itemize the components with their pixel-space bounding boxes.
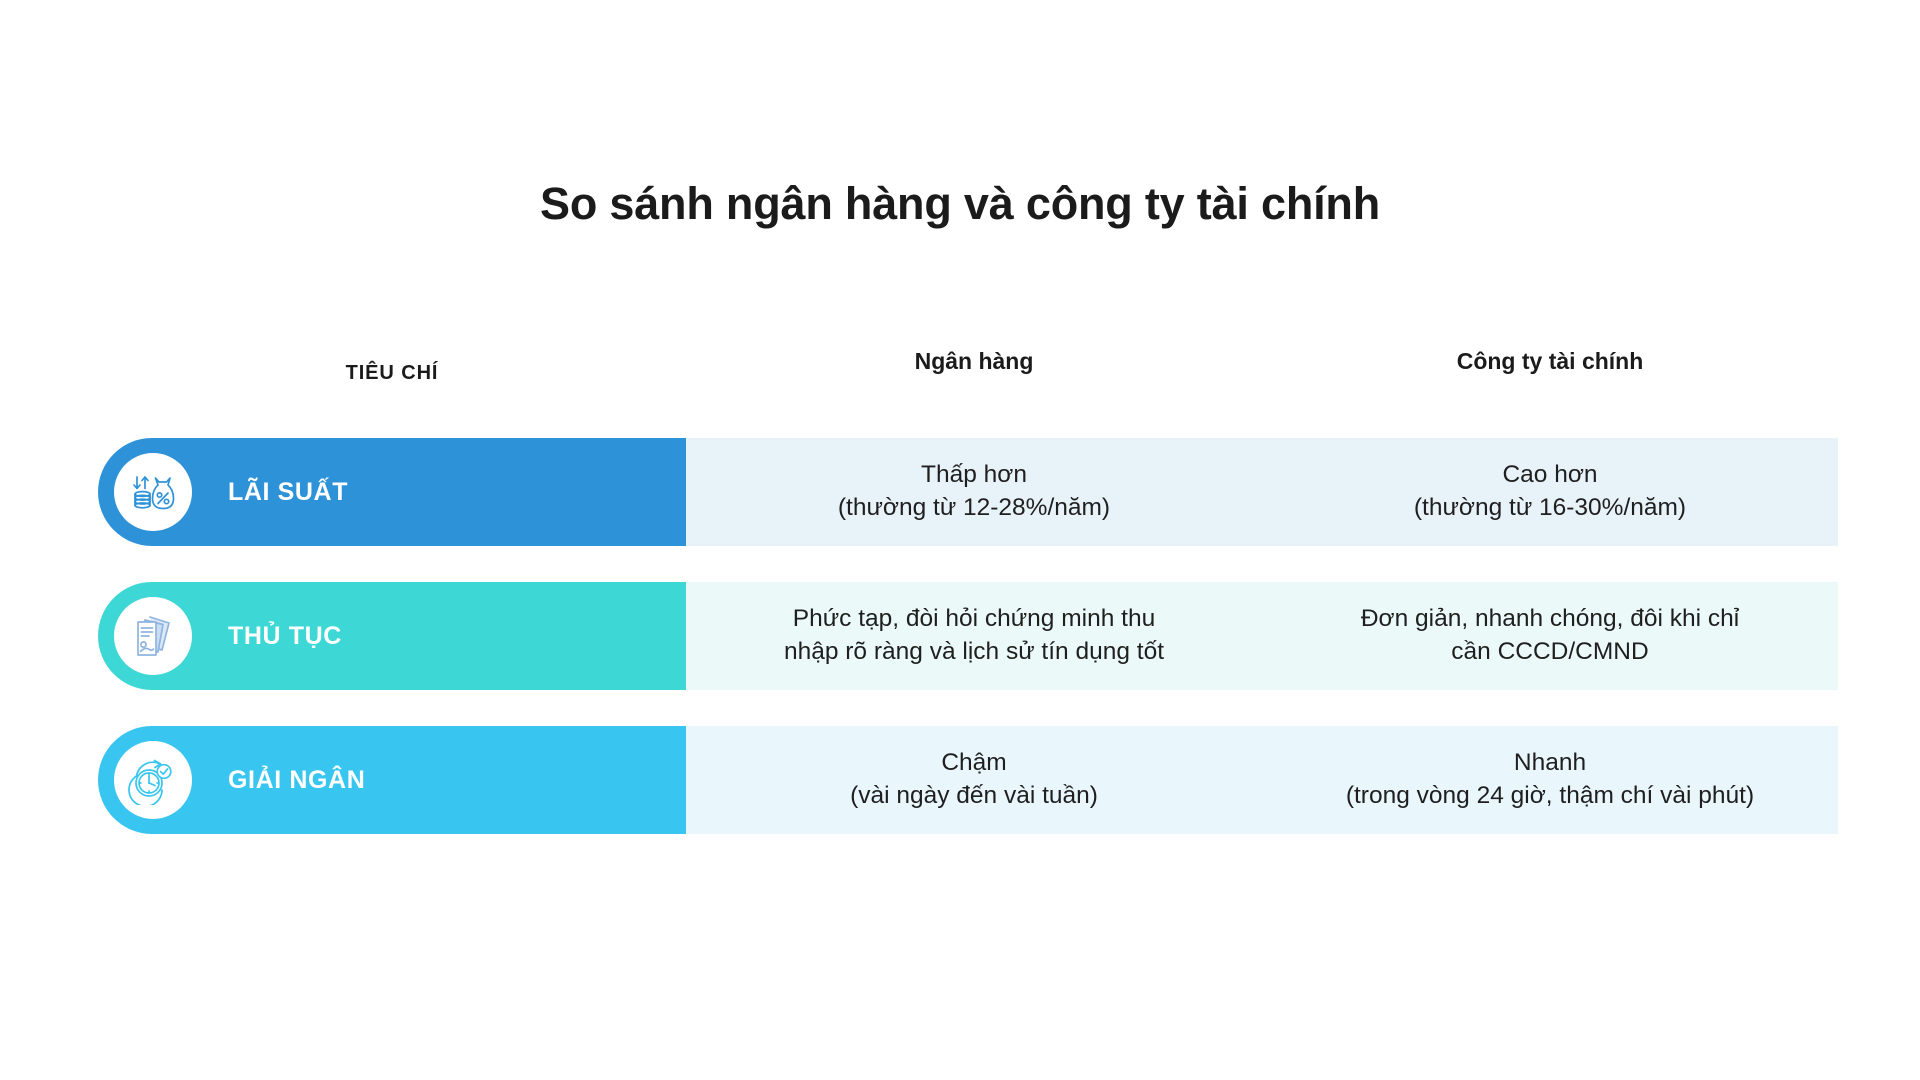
cell-line: nhập rõ ràng và lịch sử tín dụng tốt	[783, 638, 1165, 665]
table-row: THỦ TỤC Phức tạp, đòi hỏi chứng minh thu…	[98, 582, 1838, 690]
column-header-finance: Công ty tài chính	[1456, 348, 1644, 374]
table-header-row: TIÊU CHÍ Ngân hàng Công ty tài chính	[98, 330, 1838, 390]
table-row: GIẢI NGÂN Chậm (vài ngày đến vài tuần) N…	[98, 726, 1838, 834]
documents-icon	[114, 597, 192, 675]
cell-line: (trong vòng 24 giờ, thậm chí vài phút)	[1345, 782, 1755, 809]
cell-line: Chậm	[941, 749, 1007, 777]
cell-bank: Chậm (vài ngày đến vài tuần)	[686, 726, 1262, 834]
row-label-pill: GIẢI NGÂN	[98, 726, 686, 834]
cell-line: Nhanh	[1513, 749, 1587, 777]
row-band	[686, 726, 1838, 834]
cell-line: Thấp hơn	[921, 461, 1027, 489]
row-label-text: LÃI SUẤT	[228, 477, 349, 506]
table-row: LÃI SUẤT Thấp hơn (thường từ 12-28%/năm)…	[98, 438, 1838, 546]
cell-line: (thường từ 12-28%/năm)	[837, 494, 1111, 521]
cell-line: cần CCCD/CMND	[1451, 638, 1649, 665]
cell-finance: Nhanh (trong vòng 24 giờ, thậm chí vài p…	[1262, 726, 1838, 834]
stopwatch-check-icon	[114, 741, 192, 819]
column-header-bank: Ngân hàng	[914, 348, 1034, 374]
cell-line: Cao hơn	[1502, 461, 1598, 489]
column-header-criteria: TIÊU CHÍ	[345, 362, 439, 384]
cell-bank: Thấp hơn (thường từ 12-28%/năm)	[686, 438, 1262, 546]
row-label-pill: LÃI SUẤT	[98, 438, 686, 546]
cell-finance: Cao hơn (thường từ 16-30%/năm)	[1262, 438, 1838, 546]
cell-line: Phức tạp, đòi hỏi chứng minh thu	[792, 605, 1156, 633]
row-label-pill: THỦ TỤC	[98, 582, 686, 690]
row-band	[686, 438, 1838, 546]
cell-line: (thường từ 16-30%/năm)	[1413, 494, 1687, 521]
row-label-text: THỦ TỤC	[228, 621, 342, 650]
page-title: So sánh ngân hàng và công ty tài chính	[540, 178, 1380, 229]
cell-finance: Đơn giản, nhanh chóng, đôi khi chỉ cần C…	[1262, 582, 1838, 690]
cell-line: (vài ngày đến vài tuần)	[850, 782, 1098, 809]
cell-line: Đơn giản, nhanh chóng, đôi khi chỉ	[1360, 605, 1740, 633]
cell-bank: Phức tạp, đòi hỏi chứng minh thu nhập rõ…	[686, 582, 1262, 690]
row-band	[686, 582, 1838, 690]
money-bag-percent-icon	[114, 453, 192, 531]
row-label-text: GIẢI NGÂN	[228, 765, 366, 794]
